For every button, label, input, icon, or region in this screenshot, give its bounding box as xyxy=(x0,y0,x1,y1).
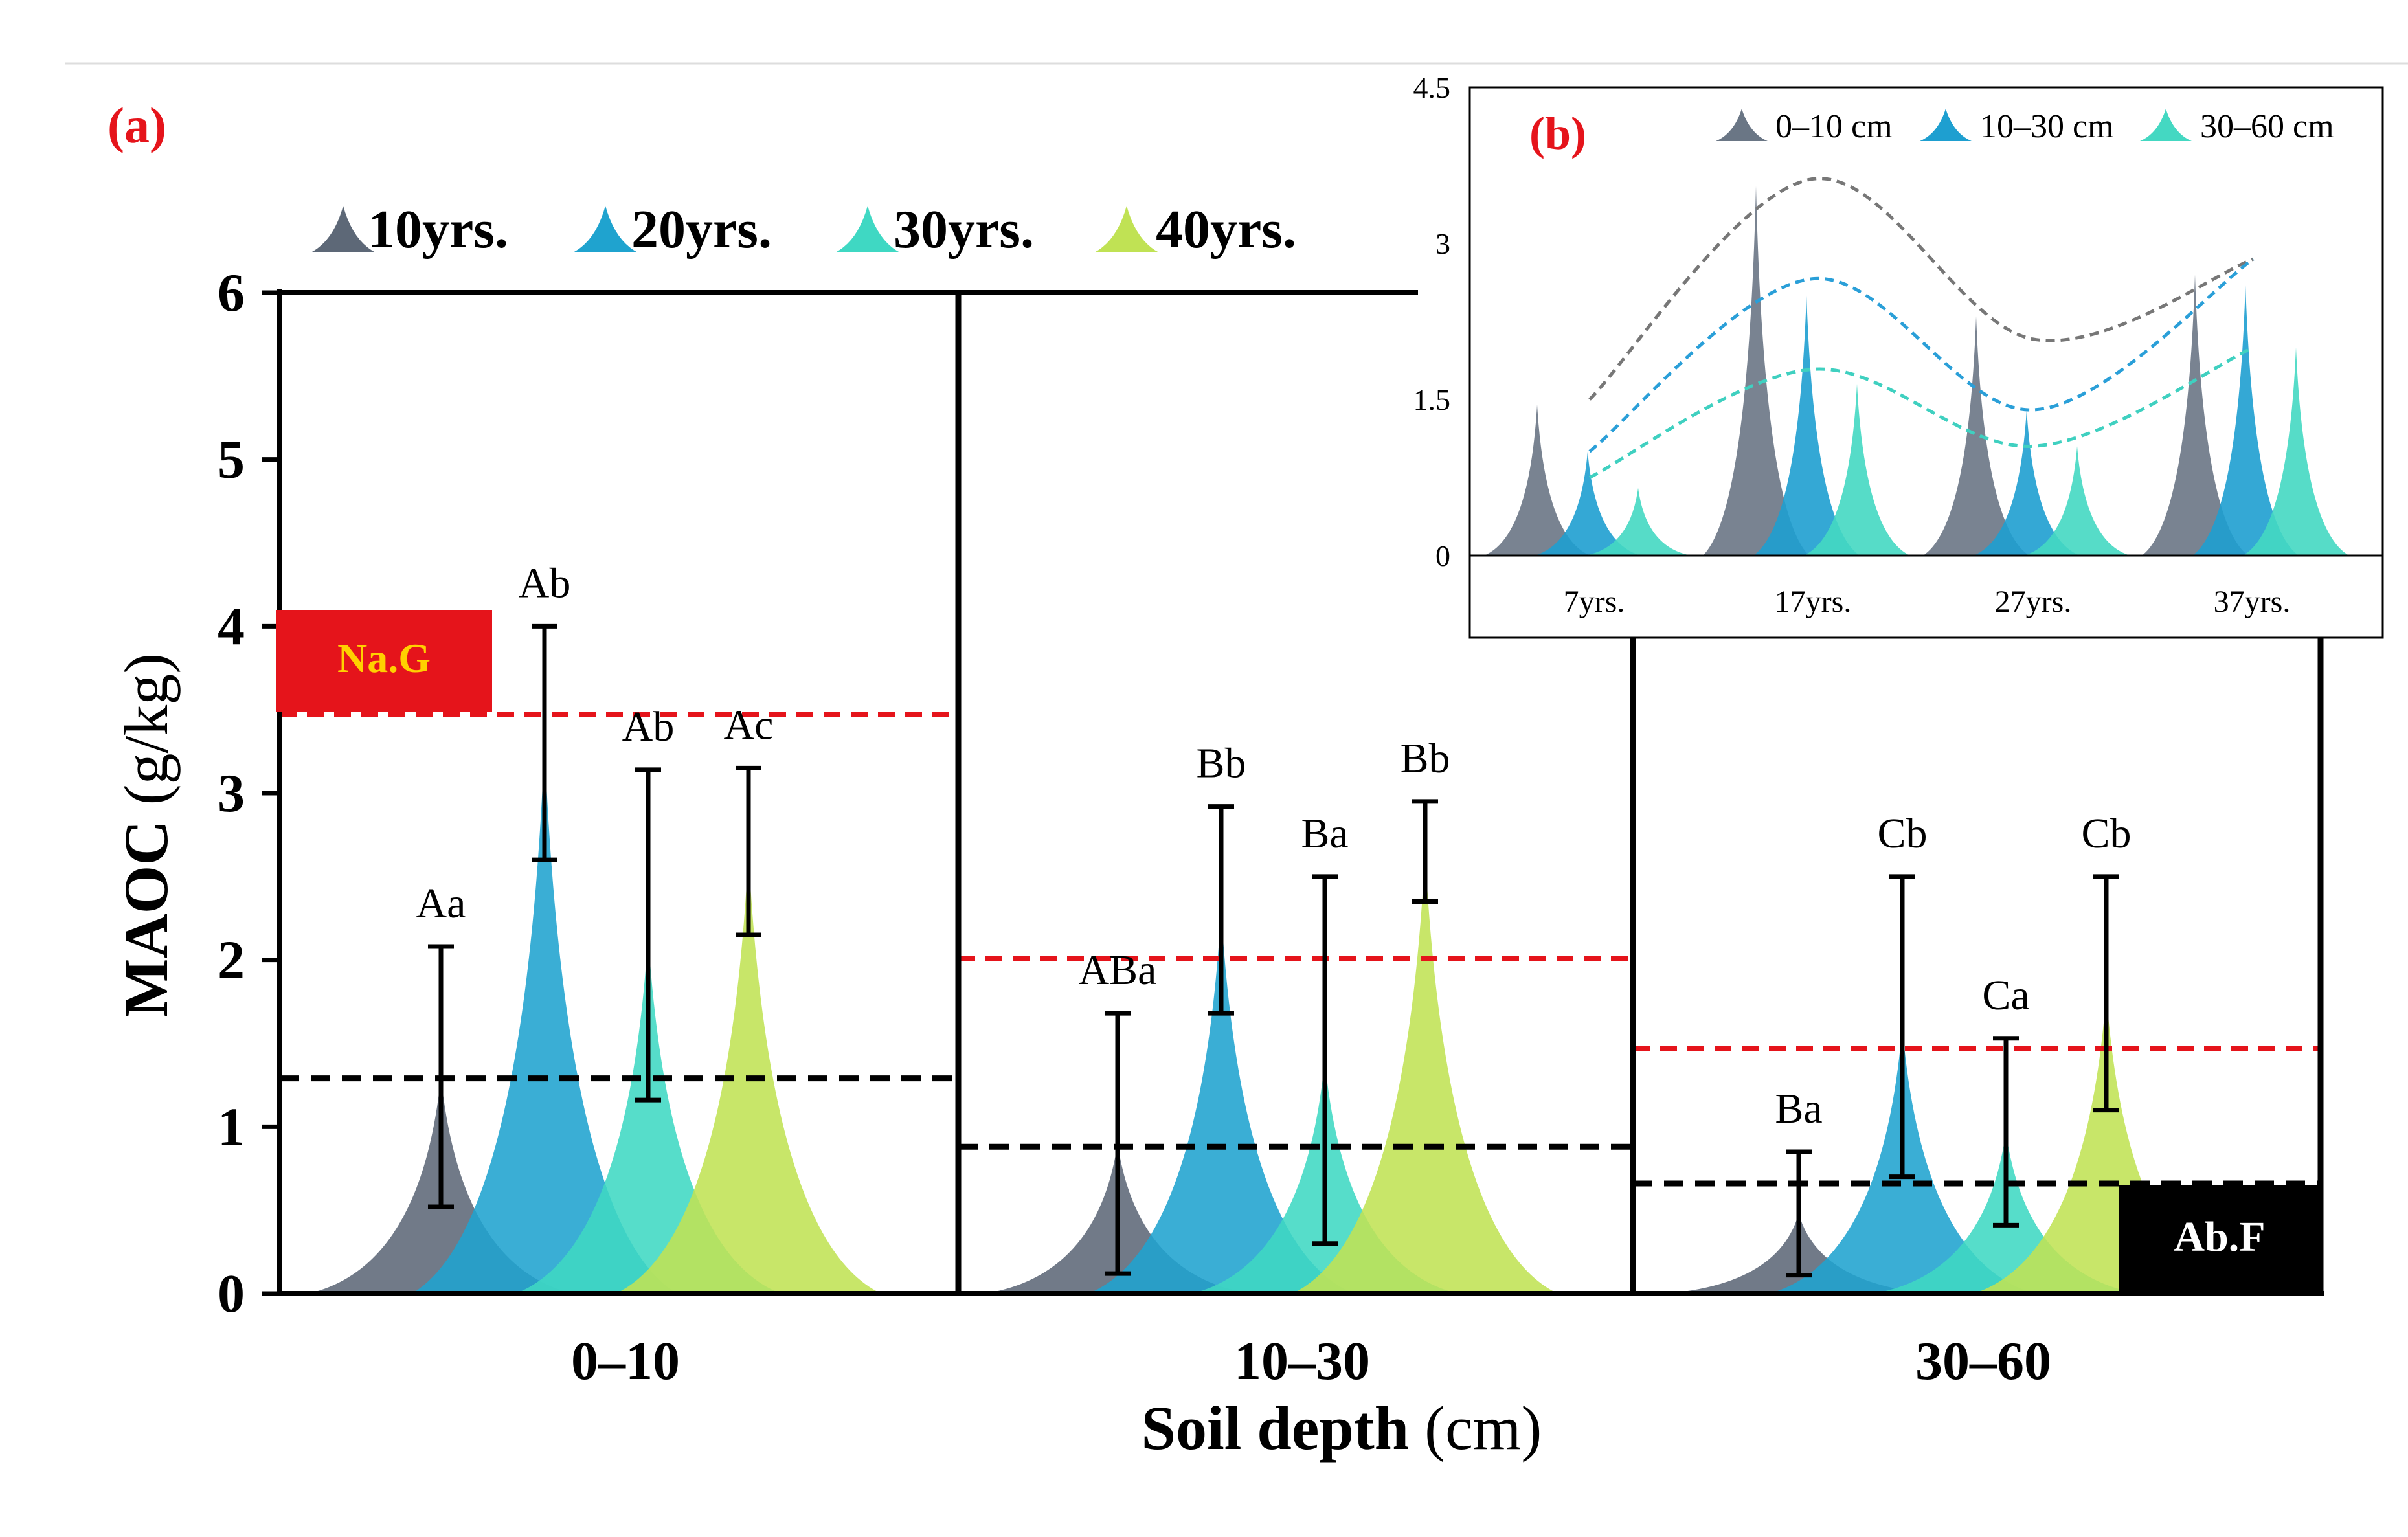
significance-letter: Bb xyxy=(1400,735,1450,782)
inset-y-tick-label: 4.5 xyxy=(1413,71,1451,104)
y-tick-label: 1 xyxy=(218,1097,245,1157)
spike-40yrs-0 xyxy=(616,851,881,1294)
y-tick-label: 4 xyxy=(218,596,245,656)
inset-spike xyxy=(1804,383,1910,555)
inset-spike xyxy=(2192,285,2299,555)
x-tick-label: 30–60 xyxy=(1915,1331,2051,1391)
na-g-box xyxy=(276,610,492,712)
significance-letter: Ba xyxy=(1775,1085,1822,1132)
inset-x-tick-label: 7yrs. xyxy=(1564,585,1625,619)
inset-spike xyxy=(2142,275,2248,555)
legend-10yrs-label: 10yrs. xyxy=(368,199,508,260)
a-y-tick-labels: 0 1 2 3 4 5 6 xyxy=(218,263,245,1324)
panel-b-label: (b) xyxy=(1529,107,1586,159)
legend-10-30cm-label: 10–30 cm xyxy=(1980,108,2114,145)
legend-20yrs-label: 20yrs. xyxy=(631,199,772,260)
b-x-tick-labels: 7yrs. 17yrs. 27yrs. 37yrs. xyxy=(1564,585,2291,619)
legend-30-60cm-label: 30–60 cm xyxy=(2200,108,2334,145)
a-spike-fills xyxy=(308,743,2239,1294)
inset-y-tick-label: 0 xyxy=(1435,539,1450,572)
inset-y-tick-label: 3 xyxy=(1435,227,1450,260)
significance-letter: Cb xyxy=(2081,810,2131,857)
inset-spike xyxy=(1535,451,1641,555)
inset-trend-curve xyxy=(1588,258,2255,453)
b-y-tick-labels: 0 1.5 3 4.5 xyxy=(1413,71,1451,572)
spike-40yrs-2 xyxy=(1974,993,2239,1294)
b-spike-fills xyxy=(1484,186,2349,556)
legend-40yrs-icon xyxy=(1094,206,1159,252)
inset-x-tick-label: 17yrs. xyxy=(1775,585,1852,619)
legend-b: 0–10 cm 10–30 cm 30–60 cm xyxy=(1716,108,2334,145)
legend-10-30cm-icon xyxy=(1920,109,1972,141)
inset-spike xyxy=(2024,446,2130,555)
legend-10yrs-icon xyxy=(311,206,376,252)
a-axes xyxy=(262,289,2324,1296)
spike-20yrs-1 xyxy=(1088,910,1354,1294)
panel-a: Aa Ab Ab Ac ABa Bb Ba Bb Ba Cb Ca Cb 0 1 2 3 4 5 6 0–10 10… xyxy=(107,97,2324,1463)
inset-spike xyxy=(1703,186,1809,556)
legend-0-10cm-label: 0–10 cm xyxy=(1775,108,1893,145)
significance-letter: Bb xyxy=(1196,740,1246,787)
significance-letter: Cb xyxy=(1877,810,1927,857)
inset-spike xyxy=(1974,410,2080,555)
inset-x-tick-label: 27yrs. xyxy=(1995,585,2072,619)
ab-f-label: Ab.F xyxy=(2174,1213,2265,1261)
a-reference-lines xyxy=(280,712,2321,1187)
legend-a: 10yrs. 20yrs. 30yrs. 40yrs. xyxy=(311,199,1296,260)
significance-letter: ABa xyxy=(1079,947,1157,994)
significance-letter: Ab xyxy=(519,559,571,607)
ab-f-box xyxy=(2119,1185,2321,1294)
inset-spike xyxy=(1923,316,2029,555)
y-tick-label: 2 xyxy=(218,930,245,991)
y-tick-label: 5 xyxy=(218,430,245,490)
inset-x-tick-label: 37yrs. xyxy=(2214,585,2291,619)
legend-40yrs-label: 40yrs. xyxy=(1156,199,1296,260)
x-tick-label: 10–30 xyxy=(1234,1331,1370,1391)
legend-0-10cm-icon xyxy=(1716,109,1768,141)
panel-a-label: (a) xyxy=(107,97,166,153)
y-axis-title: MAOC (g/kg) xyxy=(111,653,181,1018)
y-tick-label: 0 xyxy=(218,1264,245,1324)
a-error-bars xyxy=(428,623,2119,1278)
panel-b-inset: 0 1.5 3 4.5 7yrs. 17yrs. 27yrs. 37yrs. (b) 0–1… xyxy=(1413,71,2384,639)
legend-30yrs-label: 30yrs. xyxy=(894,199,1034,260)
inset-spike xyxy=(1753,295,1860,555)
significance-letter: Ac xyxy=(724,701,774,748)
y-tick-label: 3 xyxy=(218,763,245,824)
spike-40yrs-1 xyxy=(1292,851,1558,1294)
na-g-label: Na.G xyxy=(337,635,431,681)
spike-30yrs-0 xyxy=(515,935,781,1294)
inset-y-tick-label: 1.5 xyxy=(1413,383,1451,416)
legend-30-60cm-icon xyxy=(2140,109,2192,141)
b-trend-curves xyxy=(1588,177,2255,479)
inset-trend-curve xyxy=(1588,346,2255,479)
spike-20yrs-0 xyxy=(412,743,677,1294)
inset-spike xyxy=(2243,347,2349,555)
legend-30yrs-icon xyxy=(835,206,900,252)
significance-letter: Ca xyxy=(1982,972,2029,1019)
inset-trend-curve xyxy=(1588,177,2254,401)
x-axis-title: Soil depth (cm) xyxy=(1142,1393,1542,1463)
significance-letter: Ba xyxy=(1301,810,1348,857)
a-x-tick-labels: 0–10 10–30 30–60 xyxy=(571,1331,2051,1391)
a-significance-letters: Aa Ab Ab Ac ABa Bb Ba Bb Ba Cb Ca Cb xyxy=(416,559,2132,1132)
significance-letter: Ab xyxy=(622,703,675,750)
significance-letter: Aa xyxy=(416,880,466,927)
y-tick-label: 6 xyxy=(218,263,245,323)
x-tick-label: 0–10 xyxy=(571,1331,680,1391)
inset-spike xyxy=(1585,488,1691,555)
inset-spike xyxy=(1484,405,1590,555)
legend-20yrs-icon xyxy=(573,206,638,252)
